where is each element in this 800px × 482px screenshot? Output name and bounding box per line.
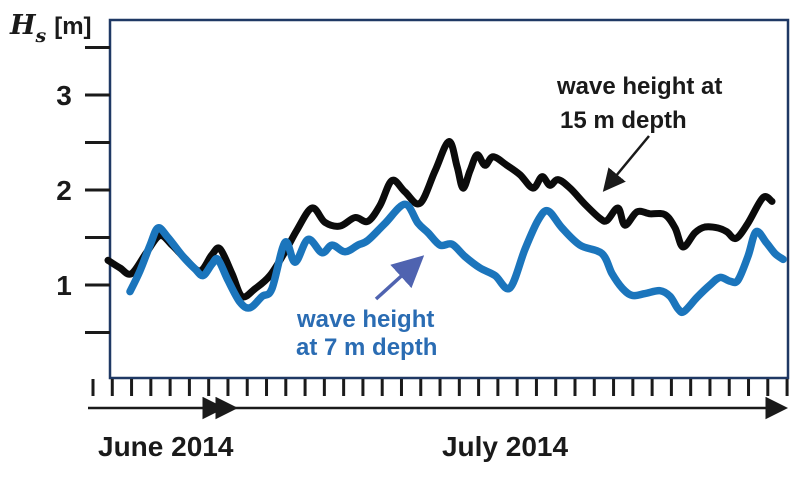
y-tick-label: 1 [56,270,72,301]
annotation-15m-line2: 15 m depth [560,107,687,134]
annotation-arrow-15m [602,135,650,192]
annotation-arrow-7m [374,255,425,301]
y-axis-subscript: s [35,25,47,47]
month-label-june: June 2014 [98,431,234,462]
series-line-7m-depth [126,200,787,317]
month-label-july: July 2014 [442,431,569,462]
annotation-7m-line1: wave height [296,306,434,333]
annotation-7m-line2: at 7 m depth [296,334,437,361]
y-tick-label: 2 [56,175,72,206]
y-tick-label: 3 [56,80,72,111]
annotation-15m-line1: wave height at [556,73,722,100]
series-line-15m-depth [104,138,776,301]
x-axis-ticks [91,379,789,396]
y-axis-title: Hs [m] [9,10,92,47]
y-axis-ticks: 3 2 1 [56,46,110,334]
y-axis-unit: [m] [54,13,91,40]
plot-frame [108,18,790,380]
y-axis-symbol: H [9,10,37,41]
